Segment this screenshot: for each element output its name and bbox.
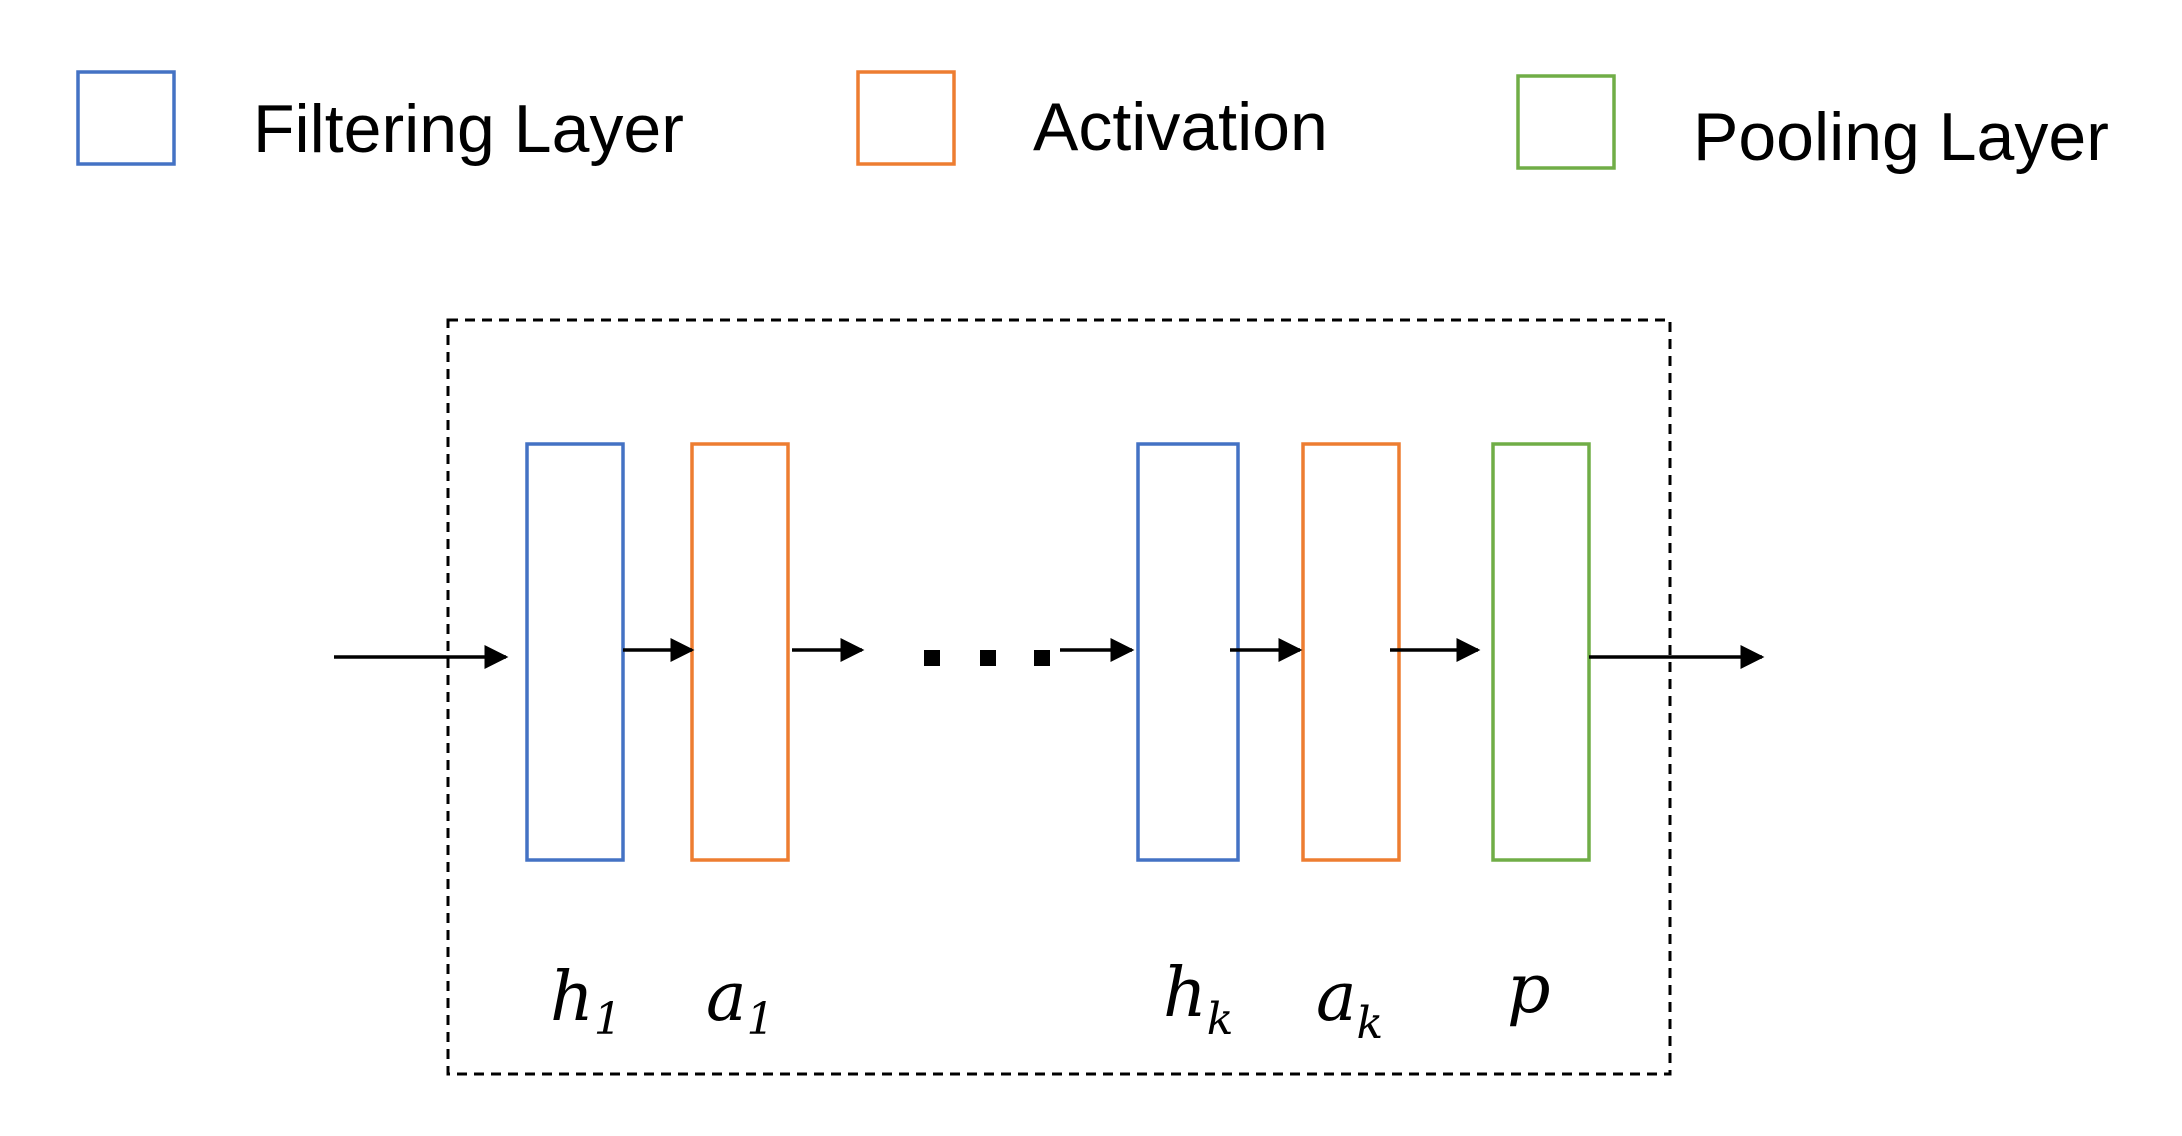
legend: Filtering Layer Activation Pooling Layer (76, 70, 2109, 175)
layer-a1 (690, 442, 790, 862)
label-hk: hk (1163, 954, 1233, 1045)
layer-p (1491, 442, 1591, 862)
dashed-block-boundary (446, 318, 1672, 1076)
layer-hk (1136, 442, 1240, 862)
layer-h1 (525, 442, 625, 862)
label-h1: h1 (550, 958, 622, 1045)
label-ak: ak (1316, 958, 1383, 1049)
legend-label-pooling: Pooling Layer (1693, 99, 2109, 175)
label-p: p (1507, 950, 1551, 1029)
legend-label-activation: Activation (1033, 89, 1328, 165)
flow-arrows (334, 638, 1765, 669)
legend-swatch-activation (856, 70, 956, 166)
legend-swatch-filtering (76, 70, 176, 166)
legend-swatch-pooling (1516, 74, 1616, 170)
label-a1: a1 (706, 958, 775, 1045)
legend-label-filtering: Filtering Layer (253, 91, 684, 167)
layer-ak (1301, 442, 1401, 862)
ellipsis-dots (924, 650, 1050, 666)
